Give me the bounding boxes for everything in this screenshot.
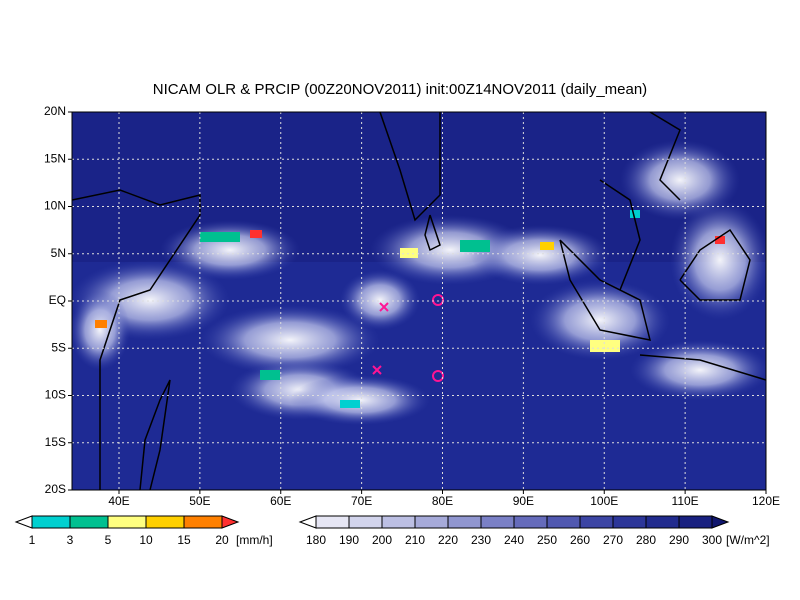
legend-swatch	[678, 515, 713, 529]
lat-label: 5S	[51, 340, 66, 354]
legend-swatch	[348, 515, 383, 529]
legend-arrow	[711, 515, 730, 529]
legend-swatch	[480, 515, 515, 529]
legend-label: 250	[537, 533, 557, 547]
legend-unit: [W/m^2]	[726, 533, 770, 547]
legend-label: 220	[438, 533, 458, 547]
legend-label: 300	[702, 533, 722, 547]
legend-label: 270	[603, 533, 623, 547]
lon-label: 80E	[432, 494, 453, 508]
legend-arrow	[298, 515, 317, 529]
lon-label: 70E	[351, 494, 372, 508]
graticule: 40E 50E 60E 70E 80E 90E 100E 110E 120E 20N 15N 10N 5…	[44, 104, 780, 508]
legend-label: 200	[372, 533, 392, 547]
legend-swatch	[546, 515, 581, 529]
legend-label: 240	[504, 533, 524, 547]
lat-label: 20N	[44, 104, 66, 118]
lon-label: 60E	[270, 494, 291, 508]
legend-label: 10	[139, 533, 153, 547]
legend-label: 190	[339, 533, 359, 547]
lon-label: 50E	[189, 494, 210, 508]
legend-label: 280	[636, 533, 656, 547]
lon-label: 120E	[752, 494, 780, 508]
legend-swatch	[107, 515, 147, 529]
lat-label: 10N	[44, 199, 66, 213]
legend-arrow	[221, 515, 240, 529]
legend-swatch	[315, 515, 350, 529]
lat-label: 15N	[44, 151, 66, 165]
legend-swatch	[579, 515, 614, 529]
lon-label: 90E	[513, 494, 534, 508]
lat-label: 10S	[45, 388, 66, 402]
legend-swatch	[381, 515, 416, 529]
legend-label: 260	[570, 533, 590, 547]
legend-label: 1	[29, 533, 36, 547]
legend-swatch	[31, 515, 71, 529]
lon-label: 100E	[590, 494, 618, 508]
legend-swatch	[612, 515, 647, 529]
map-field	[72, 112, 766, 490]
legend-label: 210	[405, 533, 425, 547]
legend-label: 290	[669, 533, 689, 547]
lat-label: 15S	[45, 435, 66, 449]
lat-label: 5N	[51, 246, 66, 260]
legend-label: 15	[177, 533, 191, 547]
lat-label: 20S	[45, 482, 66, 496]
legend-swatch	[414, 515, 449, 529]
plot-frame	[71, 111, 767, 491]
lat-label: EQ	[49, 293, 66, 307]
legend-label: 20	[215, 533, 229, 547]
legend-swatch	[645, 515, 680, 529]
legend-label: 5	[105, 533, 112, 547]
title: NICAM OLR & PRCIP (00Z20NOV2011) init:00…	[153, 81, 647, 98]
legend-label: 3	[67, 533, 74, 547]
legend-swatch	[69, 515, 109, 529]
legend-swatch	[447, 515, 482, 529]
legend-label: 180	[306, 533, 326, 547]
legend-label: 230	[471, 533, 491, 547]
lon-label: 110E	[672, 494, 699, 508]
lon-label: 40E	[108, 494, 129, 508]
legends: 1 3 5 10 15 20 [mm/h] 180 190 200 210 220 230 240 250 2…	[14, 515, 770, 547]
legend-unit: [mm/h]	[236, 533, 273, 547]
legend-swatch	[183, 515, 223, 529]
legend-arrow	[14, 515, 33, 529]
legend-swatch	[513, 515, 548, 529]
legend-swatch	[145, 515, 185, 529]
